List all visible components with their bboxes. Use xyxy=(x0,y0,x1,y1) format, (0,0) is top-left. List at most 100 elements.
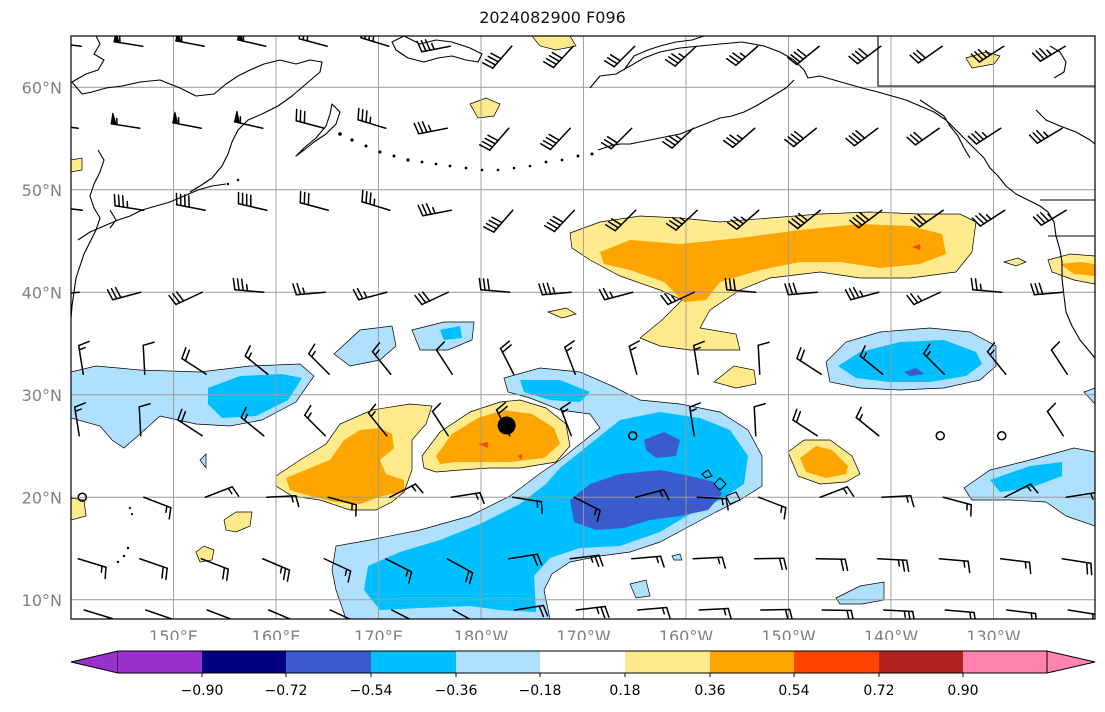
anomaly-region-pos018 xyxy=(71,497,87,521)
colorbar-tick-label: 0.54 xyxy=(778,683,809,699)
wind-barb xyxy=(628,431,638,441)
colorbar-tick-label: −0.18 xyxy=(519,683,562,699)
anomaly-region-pos018 xyxy=(531,36,577,51)
wind-barb xyxy=(944,609,976,619)
wind-barb xyxy=(698,607,732,619)
wind-barb xyxy=(236,36,267,47)
wind-barb xyxy=(262,558,291,582)
wind-barb xyxy=(692,340,705,375)
coastlines xyxy=(71,36,1095,505)
wind-barb xyxy=(637,606,671,619)
wind-barb xyxy=(821,609,854,619)
wind-barb xyxy=(371,342,392,375)
wind-barb xyxy=(970,277,1003,293)
lon-label: 180°W xyxy=(454,627,509,640)
wind-barb xyxy=(413,121,448,135)
wind-barb xyxy=(352,287,388,301)
anomaly-region-pos036 xyxy=(1060,262,1095,276)
wind-barb xyxy=(575,605,610,619)
wind-barb xyxy=(307,343,330,375)
wind-barb xyxy=(414,291,449,306)
wind-barb xyxy=(788,209,821,230)
colorbar-segment xyxy=(794,651,879,673)
colorbar-tick-label: 0.36 xyxy=(694,683,725,699)
colorbar-segment xyxy=(625,651,710,673)
wind-barb xyxy=(723,127,756,149)
wind-barb xyxy=(967,127,1002,145)
shading-layer xyxy=(71,36,1095,619)
anomaly-region-pos018 xyxy=(223,511,253,533)
anomaly-region-pos018 xyxy=(469,97,501,119)
wind-barb xyxy=(909,45,943,64)
wind-barb xyxy=(986,342,1007,375)
wind-barb xyxy=(168,291,203,306)
wind-barb xyxy=(113,36,144,47)
wind-barb xyxy=(367,403,388,437)
colorbar-tick-label: −0.72 xyxy=(265,683,308,699)
anomaly-region-neg054 xyxy=(570,470,722,530)
wind-barb xyxy=(754,557,788,571)
wind-barb xyxy=(299,190,329,211)
wind-barb xyxy=(844,286,880,301)
wind-barb xyxy=(784,282,818,296)
lon-label: 160°E xyxy=(252,627,301,640)
wind-barb xyxy=(997,431,1007,441)
wind-barb xyxy=(1067,609,1095,619)
aleutian-islands xyxy=(116,132,594,564)
colorbar-tick-label: −0.90 xyxy=(181,683,224,699)
wind-barb xyxy=(298,36,328,47)
wind-barb xyxy=(906,127,940,146)
graticule xyxy=(71,36,1095,619)
wind-barb xyxy=(303,404,326,437)
wind-barb xyxy=(542,45,574,69)
colorbar-tick-label: −0.36 xyxy=(435,683,478,699)
lat-label: 10°N xyxy=(22,591,62,610)
wind-barb xyxy=(139,558,168,581)
wind-barb xyxy=(71,291,80,294)
anomaly-region-neg036 xyxy=(520,380,590,402)
wind-barb xyxy=(664,45,697,67)
wind-barb xyxy=(726,45,759,67)
wind-barb xyxy=(1032,209,1067,226)
anomaly-region-pos054 xyxy=(518,454,522,460)
colorbar-ticks: −0.90 −0.72 −0.54 −0.36 −0.18 0.18 0.36 0.54 0.7… xyxy=(181,673,979,699)
anomaly-region-pos018 xyxy=(71,157,83,173)
wind-barb xyxy=(1065,491,1095,500)
wind-barb xyxy=(232,277,265,293)
wind-barb xyxy=(389,483,424,498)
colorbar-tick-label: 0.18 xyxy=(609,683,640,699)
anomaly-region-neg018 xyxy=(199,453,207,470)
lon-label: 160°W xyxy=(659,627,714,640)
wind-barb xyxy=(244,345,269,375)
wind-barb xyxy=(361,189,391,211)
wind-barb xyxy=(569,554,604,568)
wind-barb xyxy=(1046,402,1064,437)
lat-label: 20°N xyxy=(22,488,62,507)
wind-barb xyxy=(819,486,855,498)
wind-barb xyxy=(450,491,485,504)
wind-barb xyxy=(327,496,358,517)
wind-barb xyxy=(479,127,510,151)
wind-barb xyxy=(792,408,818,437)
wind-barb xyxy=(845,127,879,147)
colorbar-tick-label: −0.54 xyxy=(350,683,393,699)
wind-barb xyxy=(295,108,325,129)
wind-barb xyxy=(266,494,300,508)
wind-barb xyxy=(970,45,1005,63)
anomaly-region-pos054 xyxy=(478,442,488,448)
wind-barb xyxy=(692,556,727,569)
wind-barb xyxy=(514,604,549,618)
wind-barb xyxy=(268,609,292,619)
colorbar: −0.90 −0.72 −0.54 −0.36 −0.18 0.18 0.36 0.54 0.7… xyxy=(70,650,1096,699)
wind-barb xyxy=(83,609,113,619)
anomaly-region-pos054 xyxy=(912,244,920,250)
anomaly-region-neg036 xyxy=(440,326,462,340)
wind-barb xyxy=(71,126,79,129)
lon-label: 170°E xyxy=(354,627,403,640)
anomaly-region-pos018 xyxy=(546,307,577,319)
wind-barb xyxy=(631,555,665,568)
wind-barb xyxy=(935,431,945,441)
anomaly-region-neg018 xyxy=(1083,387,1095,405)
wind-barb xyxy=(1050,341,1068,375)
wind-barb xyxy=(240,406,265,437)
